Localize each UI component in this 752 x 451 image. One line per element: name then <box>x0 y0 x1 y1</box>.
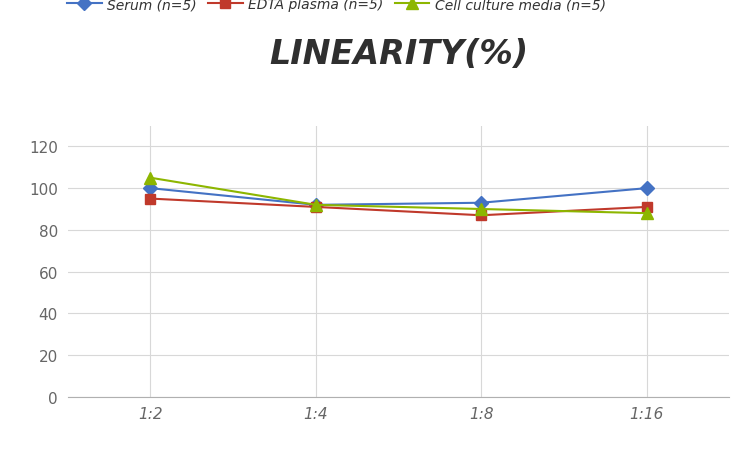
EDTA plasma (n=5) <box>477 213 486 218</box>
Line: EDTA plasma (n=5): EDTA plasma (n=5) <box>146 194 651 221</box>
Cell culture media (n=5) <box>311 202 320 208</box>
Legend: Serum (n=5), EDTA plasma (n=5), Cell culture media (n=5): Serum (n=5), EDTA plasma (n=5), Cell cul… <box>62 0 611 18</box>
Text: LINEARITY(%): LINEARITY(%) <box>269 37 528 71</box>
EDTA plasma (n=5) <box>311 205 320 210</box>
Serum (n=5) <box>642 186 651 191</box>
Cell culture media (n=5) <box>146 175 155 181</box>
EDTA plasma (n=5) <box>642 205 651 210</box>
Line: Cell culture media (n=5): Cell culture media (n=5) <box>145 173 652 219</box>
EDTA plasma (n=5) <box>146 197 155 202</box>
Cell culture media (n=5) <box>642 211 651 216</box>
Serum (n=5) <box>477 201 486 206</box>
Serum (n=5) <box>311 202 320 208</box>
Cell culture media (n=5) <box>477 207 486 212</box>
Line: Serum (n=5): Serum (n=5) <box>146 184 651 210</box>
Serum (n=5) <box>146 186 155 191</box>
